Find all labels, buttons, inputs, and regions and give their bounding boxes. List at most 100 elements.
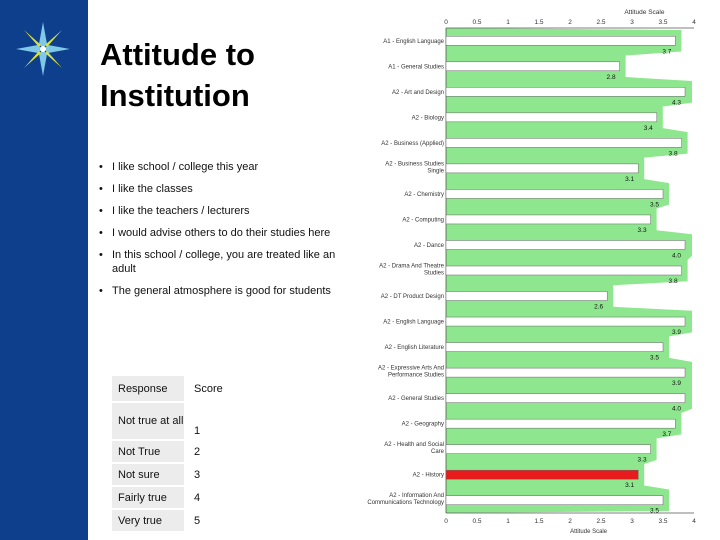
- x-tick-label-top: 4: [692, 19, 696, 26]
- bullet-item: I like the classes: [98, 182, 346, 196]
- bar: [445, 61, 620, 72]
- score-header: Score: [184, 376, 234, 403]
- x-tick-label-top: 0: [444, 19, 448, 26]
- x-tick-label-bottom: 1: [506, 518, 510, 525]
- bar: [445, 444, 651, 454]
- x-tick-label-top: 1.5: [534, 19, 543, 26]
- table-row: Very true 5: [112, 509, 234, 533]
- score-cell: 1: [184, 402, 234, 441]
- bar-value-label: 2.8: [607, 74, 616, 81]
- bullet-item: I like school / college this year: [98, 160, 346, 174]
- bar-value-label: 4.0: [672, 406, 681, 413]
- bullet-item: I would advise others to do their studie…: [98, 226, 346, 240]
- category-label: A2 - Computing: [402, 217, 444, 223]
- category-label: A2 - DT Product Design: [381, 294, 444, 300]
- score-cell: 4: [184, 486, 234, 510]
- table-header-row: Response Score: [112, 376, 234, 403]
- bar: [445, 367, 686, 378]
- category-label: A2 - Information And Communications Techn…: [367, 493, 444, 506]
- bar: [445, 112, 658, 123]
- bar: [445, 418, 676, 429]
- bar-value-label: 3.5: [650, 355, 659, 362]
- category-label: A2 - Chemistry: [404, 192, 444, 198]
- category-label: A2 - Geography: [402, 422, 444, 428]
- bar-value-label: 3.1: [625, 176, 634, 183]
- x-tick-label-top: 1: [506, 19, 510, 26]
- response-cell: Not sure: [112, 463, 184, 487]
- x-tick-label-bottom: 0: [444, 518, 448, 525]
- bar: [445, 87, 686, 97]
- response-header: Response: [112, 376, 184, 403]
- bar-value-label: 3.8: [669, 150, 678, 157]
- x-tick-label-bottom: 0.5: [472, 518, 481, 525]
- bar-value-label: 3.7: [662, 431, 671, 438]
- bar-value-label: 3.9: [672, 329, 681, 336]
- category-label: A2 - Art and Design: [392, 90, 444, 96]
- table-row: Not True 2: [112, 440, 234, 464]
- bar-value-label: 3.9: [672, 380, 681, 387]
- category-label: A2 - English Literature: [385, 345, 445, 351]
- category-label: A2 - Business (Applied): [381, 141, 444, 147]
- bar: [445, 342, 664, 352]
- bar: [445, 138, 682, 148]
- bar-value-label: 3.7: [662, 48, 671, 55]
- x-tick-label-bottom: 3.5: [658, 518, 667, 525]
- bar-value-label: 4.0: [672, 252, 681, 259]
- sidebar-band: [0, 0, 88, 540]
- bar-value-label: 3.3: [638, 457, 647, 464]
- bar-value-label: 3.5: [650, 508, 659, 515]
- chart-title: Attitude Scale: [624, 9, 664, 16]
- response-cell: Very true: [112, 509, 184, 533]
- bar-value-label: 3.3: [638, 227, 647, 234]
- slide-title: Attitude to Institution: [100, 37, 255, 113]
- response-cell: Not True: [112, 440, 184, 464]
- bar-value-label: 3.1: [625, 482, 634, 489]
- x-tick-label-bottom: 4: [692, 518, 696, 525]
- bullet-item: In this school / college, you are treate…: [98, 248, 346, 276]
- bar: [445, 163, 639, 174]
- category-label: A2 - History: [413, 473, 444, 479]
- bullet-item: I like the teachers / lecturers: [98, 204, 346, 218]
- x-tick-label-top: 3.5: [658, 19, 667, 26]
- bar: [445, 265, 682, 276]
- category-label: A2 - Expressive Arts And Performance Stud…: [378, 366, 444, 379]
- bar: [445, 316, 686, 327]
- response-score-table: Response Score Not true at all 1 Not Tru…: [112, 376, 234, 533]
- response-cell: Fairly true: [112, 486, 184, 510]
- bar: [445, 36, 676, 46]
- category-label: A1 - English Language: [383, 39, 444, 45]
- bar: [445, 469, 639, 480]
- response-cell: Not true at all: [112, 402, 184, 441]
- x-tick-label-top: 0.5: [472, 19, 481, 26]
- score-cell: 2: [184, 440, 234, 464]
- x-tick-label-bottom: 2: [568, 518, 572, 525]
- category-label: A2 - Dance: [414, 243, 445, 249]
- x-tick-label-top: 2: [568, 19, 572, 26]
- category-label: A2 - Biology: [412, 115, 444, 121]
- category-label: A2 - Health and Social Care: [384, 442, 444, 455]
- attitude-scale-chart: Attitude Scale 0 0 0.5 0.5 1 1 1.5 1.5 2 2 2.5 2.5 3 3…: [367, 9, 696, 535]
- bar-value-label: 3.4: [644, 125, 653, 132]
- category-label: A2 - English Language: [383, 320, 444, 326]
- category-label: A2 - General Studies: [388, 396, 444, 402]
- score-cell: 5: [184, 509, 234, 533]
- table-row: Fairly true 4: [112, 486, 234, 510]
- bar: [445, 189, 664, 199]
- x-tick-label-bottom: 3: [630, 518, 634, 525]
- x-tick-label-top: 2.5: [596, 19, 605, 26]
- bar-value-label: 3.5: [650, 201, 659, 208]
- bullet-list: I like school / college this year I like…: [98, 160, 346, 306]
- x-tick-label-bottom: 1.5: [534, 518, 543, 525]
- score-cell: 3: [184, 463, 234, 487]
- x-tick-label-top: 3: [630, 19, 634, 26]
- bar-value-label: 4.3: [672, 99, 681, 106]
- bar: [445, 495, 664, 505]
- bar: [445, 240, 686, 250]
- category-label: A2 - Business Studies Single: [385, 161, 444, 174]
- table-row: Not sure 3: [112, 463, 234, 487]
- bar: [445, 291, 608, 301]
- category-label: A2 - Drama And Theatre Studies: [379, 264, 445, 277]
- bar-value-label: 3.8: [669, 278, 678, 285]
- x-axis-label: Attitude Scale: [570, 529, 608, 535]
- category-label: A1 - General Studies: [388, 64, 444, 70]
